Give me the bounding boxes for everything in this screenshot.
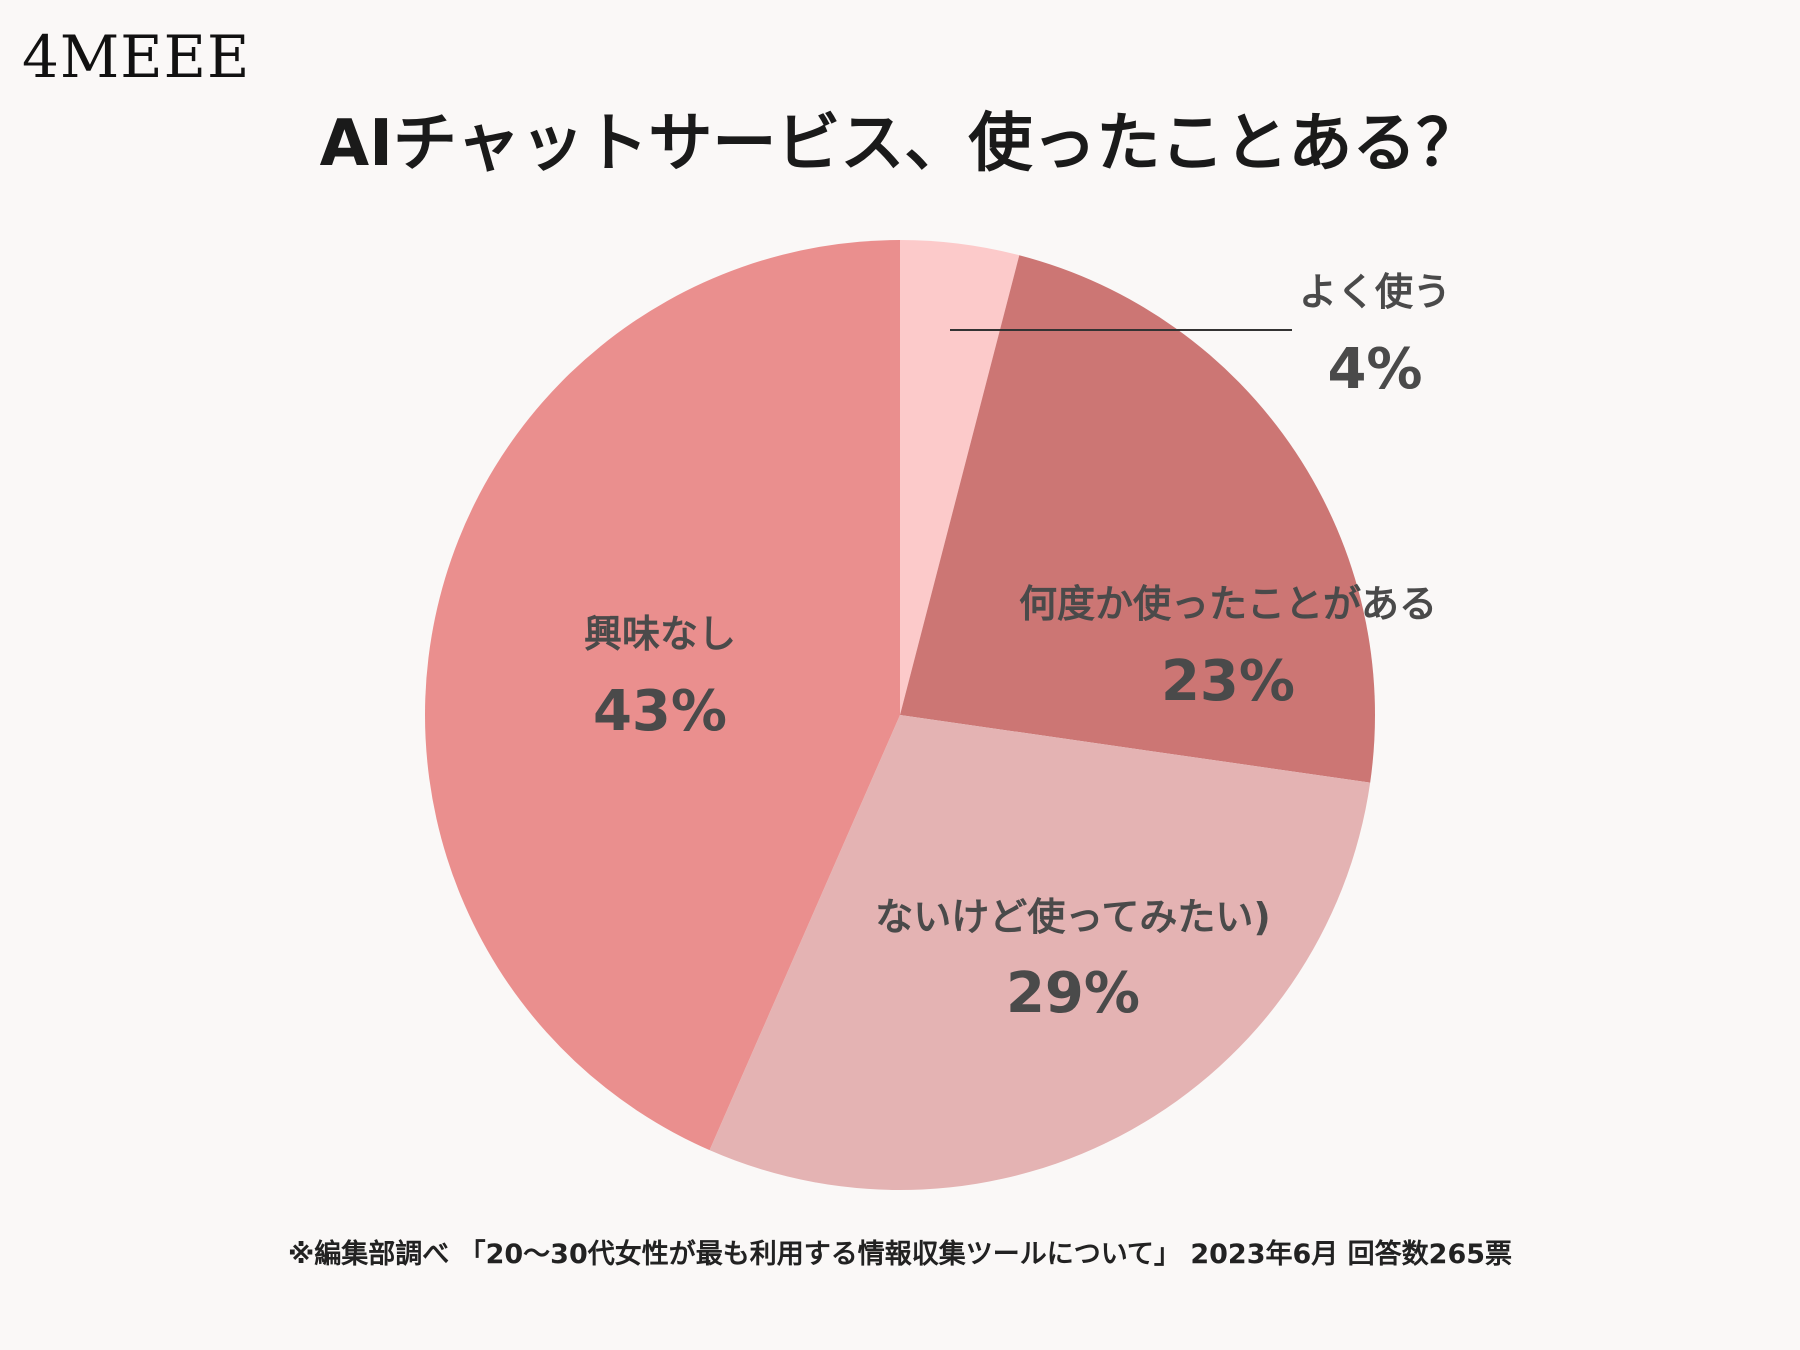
slice-value-used-few-times: 23%: [1161, 649, 1295, 714]
slice-label-used-few-times: 何度か使ったことがある: [1019, 582, 1437, 626]
slice-value-not-interested: 43%: [593, 679, 727, 744]
footnote: ※編集部調べ 「20〜30代女性が最も利用する情報収集ツールについて」 2023…: [287, 1239, 1513, 1270]
pie-slice-want-to-try: [709, 715, 1371, 1190]
slice-label-often-use: よく使う: [1299, 270, 1451, 314]
pie-slice-often-use: [900, 240, 1020, 715]
pie-slices: [425, 240, 1375, 1190]
slice-value-want-to-try: 29%: [1006, 961, 1140, 1026]
slice-value-often-use: 4%: [1327, 337, 1422, 402]
pie-labels: よく使う 4% 何度か使ったことがある 23% ないけど使ってみたい) 29% 興味なし 43…: [584, 270, 1451, 1026]
slice-label-want-to-try: ないけど使ってみたい): [875, 895, 1270, 939]
slice-label-not-interested: 興味なし: [584, 612, 736, 656]
pie-slice-used-few-times: [900, 255, 1375, 783]
brand-logo: 4MEEE: [22, 23, 251, 91]
pie-slice-not-interested: [425, 240, 900, 1151]
chart-title: AIチャットサービス、使ったことある？: [319, 107, 1481, 181]
